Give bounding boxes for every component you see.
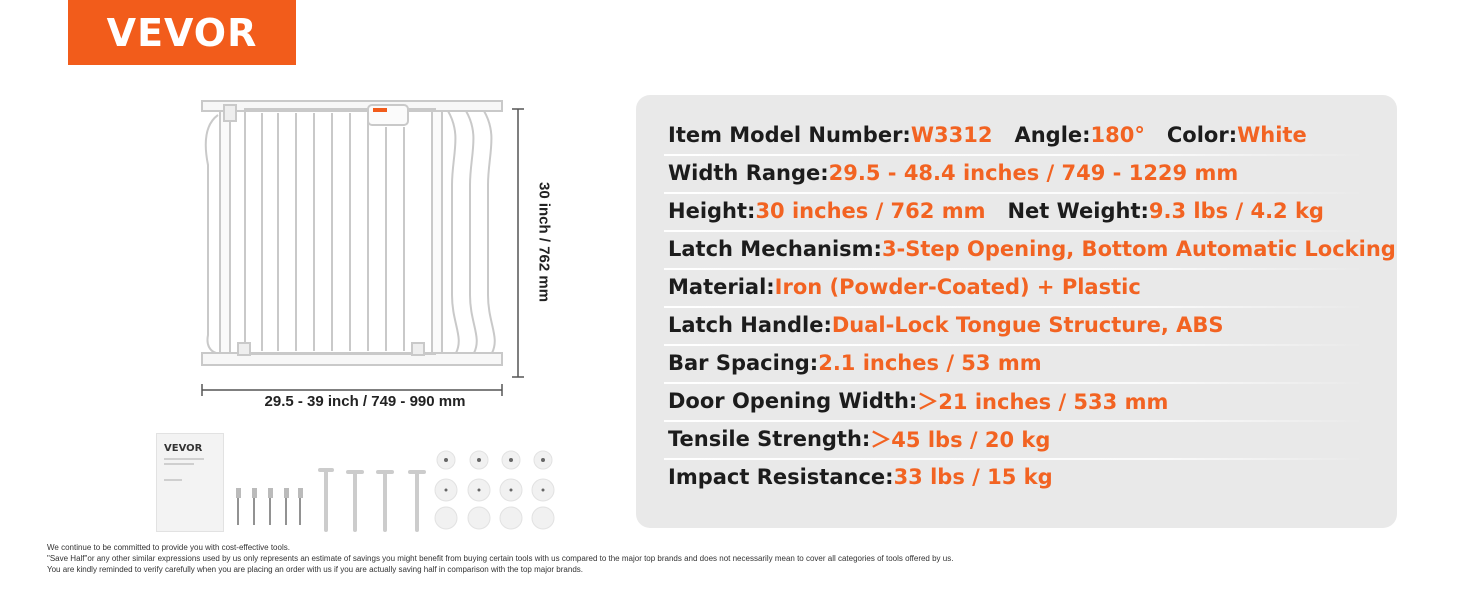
spec-row-model: Item Model Number: W3312 Angle: 180° Col…: [668, 117, 1307, 153]
spec-value: 29.5 - 48.4 inches / 749 - 1229 mm: [828, 161, 1239, 185]
spec-row-latch-handle: Latch Handle: Dual-Lock Tongue Structure…: [668, 307, 1224, 343]
spec-label: Tensile Strength:: [668, 427, 871, 451]
spec-row-tensile-strength: Tensile Strength: ＞45 lbs / 20 kg: [668, 421, 1050, 457]
brand-logo-text: VEVOR: [106, 10, 258, 55]
specifications-panel: Item Model Number: W3312 Angle: 180° Col…: [636, 95, 1397, 528]
spec-divider: [664, 230, 1364, 232]
spec-value: Iron (Powder-Coated) + Plastic: [774, 275, 1141, 299]
spec-row-door-opening: Door Opening Width: ＞21 inches / 533 mm: [668, 383, 1168, 419]
spec-divider: [664, 458, 1364, 460]
spec-row-material: Material: Iron (Powder-Coated) + Plastic: [668, 269, 1141, 305]
disclaimer: We continue to be committed to provide y…: [47, 542, 953, 575]
spec-label: Height:: [668, 199, 756, 223]
spec-label: Material:: [668, 275, 775, 299]
brand-logo: VEVOR: [68, 0, 296, 65]
spec-label: Latch Mechanism:: [668, 237, 882, 261]
spec-value: Dual-Lock Tongue Structure, ABS: [831, 313, 1224, 337]
accessories-illustration: VEVOR: [150, 430, 570, 535]
spec-value: 3-Step Opening, Bottom Automatic Locking: [881, 237, 1396, 261]
spec-row-latch-mechanism: Latch Mechanism: 3-Step Opening, Bottom …: [668, 231, 1396, 267]
height-dimension-label: 30 inch / 762 mm: [535, 181, 553, 303]
gate-illustration: [201, 100, 524, 396]
spec-value: ＞21 inches / 533 mm: [917, 390, 1169, 414]
spec-label: Width Range:: [668, 161, 829, 185]
instruction-manual: VEVOR: [156, 433, 224, 532]
spec-row-impact-resistance: Impact Resistance: 33 lbs / 15 kg: [668, 459, 1053, 495]
spec-value: ＞45 lbs / 20 kg: [870, 428, 1051, 452]
spec-label: Net Weight:: [1007, 199, 1149, 223]
manual-brand-mark: VEVOR: [164, 443, 203, 454]
manual-text-lines: [164, 458, 209, 484]
spec-label: Bar Spacing:: [668, 351, 819, 375]
spec-value: 9.3 lbs / 4.2 kg: [1148, 199, 1324, 223]
spec-divider: [664, 268, 1364, 270]
disclaimer-line: We continue to be committed to provide y…: [47, 543, 290, 552]
spec-value: 2.1 inches / 53 mm: [818, 351, 1042, 375]
spec-value: 33 lbs / 15 kg: [893, 465, 1053, 489]
disclaimer-line: You are kindly reminded to verify carefu…: [47, 565, 583, 574]
spec-label: Color:: [1166, 123, 1238, 147]
spec-label: Impact Resistance:: [668, 465, 894, 489]
spec-label: Angle:: [1014, 123, 1091, 147]
spec-label: Item Model Number:: [668, 123, 911, 147]
spec-value: 180°: [1090, 123, 1145, 147]
spec-divider: [664, 154, 1364, 156]
spec-value: White: [1237, 123, 1307, 147]
disclaimer-line: "Save Half"or any other similar expressi…: [47, 554, 954, 563]
spec-row-bar-spacing: Bar Spacing: 2.1 inches / 53 mm: [668, 345, 1042, 381]
spec-row-height-weight: Height: 30 inches / 762 mm Net Weight: 9…: [668, 193, 1324, 229]
spec-divider: [664, 420, 1364, 422]
hardware-parts: [236, 450, 555, 532]
spec-divider: [664, 306, 1364, 308]
spec-label: Latch Handle:: [668, 313, 832, 337]
spec-row-width-range: Width Range: 29.5 - 48.4 inches / 749 - …: [668, 155, 1238, 191]
spec-divider: [664, 344, 1364, 346]
spec-value: W3312: [910, 123, 993, 147]
spec-label: Door Opening Width:: [668, 389, 918, 413]
spec-divider: [664, 192, 1364, 194]
width-dimension-label: 29.5 - 39 inch / 749 - 990 mm: [264, 393, 466, 410]
spec-divider: [664, 382, 1364, 384]
spec-value: 30 inches / 762 mm: [755, 199, 986, 223]
